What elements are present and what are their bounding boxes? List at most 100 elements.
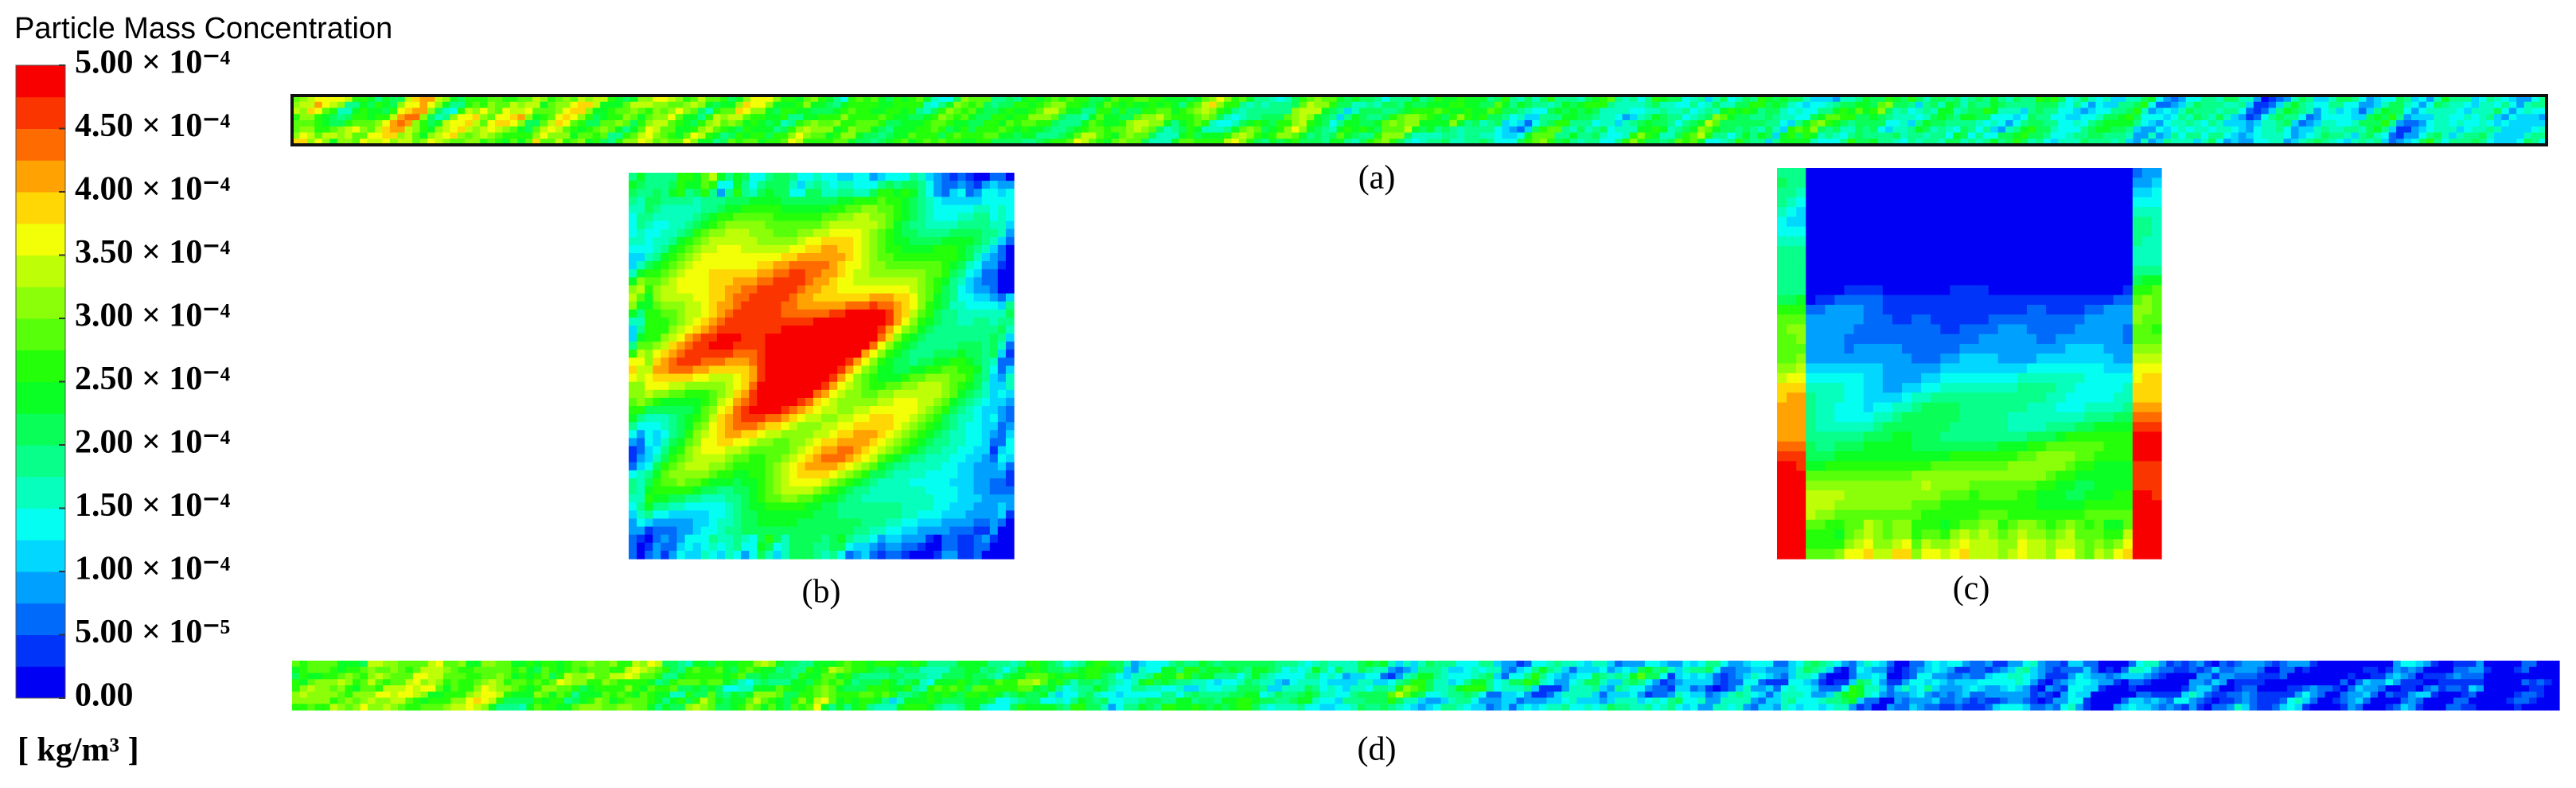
contour-cell	[915, 114, 924, 121]
contour-cell	[1764, 138, 1773, 146]
contour-cell	[1743, 697, 1752, 704]
contour-cell	[848, 107, 856, 115]
contour-cell	[1261, 101, 1270, 109]
contour-cell	[1773, 691, 1782, 699]
contour-cell	[1802, 96, 1811, 103]
contour-cell	[790, 697, 799, 704]
contour-cell	[629, 550, 637, 560]
contour-cell	[953, 138, 961, 146]
contour-cell	[382, 138, 391, 146]
contour-cell	[2060, 673, 2069, 680]
contour-cell	[1901, 704, 1910, 711]
contour-cell	[1116, 685, 1124, 692]
contour-cell	[345, 685, 353, 692]
contour-cell	[1502, 114, 1510, 121]
contour-cell	[1141, 120, 1150, 127]
contour-cell	[1380, 704, 1389, 711]
contour-cell	[1864, 691, 1873, 699]
contour-cell	[629, 173, 637, 181]
contour-cell	[972, 661, 980, 668]
contour-cell	[1682, 107, 1690, 115]
contour-cell	[1561, 101, 1570, 109]
contour-cell	[1954, 704, 1963, 711]
contour-cell	[1720, 96, 1728, 103]
contour-cell	[1108, 661, 1117, 668]
contour-cell	[1849, 704, 1857, 711]
contour-cell	[810, 101, 819, 109]
contour-cell	[1713, 661, 1721, 668]
contour-cell	[1885, 107, 1893, 115]
contour-cell	[2501, 107, 2510, 115]
contour-cell	[299, 96, 308, 103]
contour-cell	[2539, 96, 2547, 103]
contour-cell	[2283, 101, 2292, 109]
contour-cell	[881, 685, 890, 692]
contour-cell	[2471, 96, 2480, 103]
contour-cell	[2118, 120, 2126, 127]
contour-cell	[389, 120, 398, 127]
contour-cell	[1864, 673, 1873, 680]
contour-cell	[600, 138, 609, 146]
contour-cell	[1096, 101, 1105, 109]
contour-cell	[2151, 691, 2160, 699]
contour-cell	[1584, 666, 1592, 674]
contour-cell	[2000, 704, 2009, 711]
contour-cell	[1299, 132, 1307, 139]
contour-cell	[2185, 120, 2194, 127]
contour-cell	[768, 685, 777, 692]
contour-cell	[832, 114, 841, 121]
contour-cell	[2030, 679, 2039, 686]
contour-cell	[705, 107, 714, 115]
contour-cell	[1479, 107, 1487, 115]
contour-cell	[1440, 704, 1449, 711]
contour-cell	[2030, 661, 2039, 668]
contour-cell	[2022, 704, 2031, 711]
contour-cell	[1900, 126, 1908, 134]
contour-cell	[548, 704, 557, 711]
contour-cell	[1682, 114, 1690, 121]
contour-cell	[871, 138, 879, 146]
contour-cell	[1168, 685, 1177, 692]
contour-cell	[1074, 120, 1082, 127]
contour-cell	[1614, 685, 1623, 692]
contour-cell	[1743, 661, 1752, 668]
contour-cell	[1035, 101, 1044, 109]
contour-cell	[2348, 691, 2356, 699]
contour-cell	[1539, 114, 1548, 121]
contour-cell	[1366, 114, 1375, 121]
contour-cell	[2348, 661, 2356, 668]
contour-cell	[1750, 697, 1759, 704]
contour-cell	[1930, 132, 1939, 139]
contour-cell	[412, 114, 421, 121]
contour-cell	[1070, 679, 1079, 686]
contour-cell	[1607, 101, 1615, 109]
contour-cell	[1085, 691, 1094, 699]
contour-cell	[1970, 673, 1978, 680]
contour-cell	[1131, 666, 1140, 674]
contour-cell	[2073, 138, 2082, 146]
contour-cell	[2178, 126, 2187, 134]
contour-cell	[1779, 120, 1788, 127]
contour-cell	[1682, 138, 1690, 146]
contour-cell	[836, 679, 844, 686]
contour-cell	[2290, 138, 2299, 146]
contour-cell	[314, 704, 323, 711]
contour-cell	[2268, 107, 2277, 115]
colorbar-band	[16, 508, 65, 540]
contour-cell	[705, 114, 714, 121]
contour-cell	[2461, 679, 2469, 686]
contour-cell	[645, 542, 653, 552]
contour-cell	[1141, 126, 1150, 134]
contour-cell	[2344, 126, 2352, 134]
contour-cell	[1035, 120, 1044, 127]
contour-cell	[1456, 685, 1464, 692]
contour-cell	[2544, 666, 2553, 674]
contour-cell	[1765, 673, 1774, 680]
contour-cell	[2499, 673, 2508, 680]
contour-cell	[1894, 679, 1903, 686]
contour-cell	[2133, 101, 2141, 109]
contour-cell	[1176, 673, 1185, 680]
contour-cell	[700, 691, 708, 699]
contour-cell	[1350, 697, 1358, 704]
contour-cell	[419, 132, 428, 139]
